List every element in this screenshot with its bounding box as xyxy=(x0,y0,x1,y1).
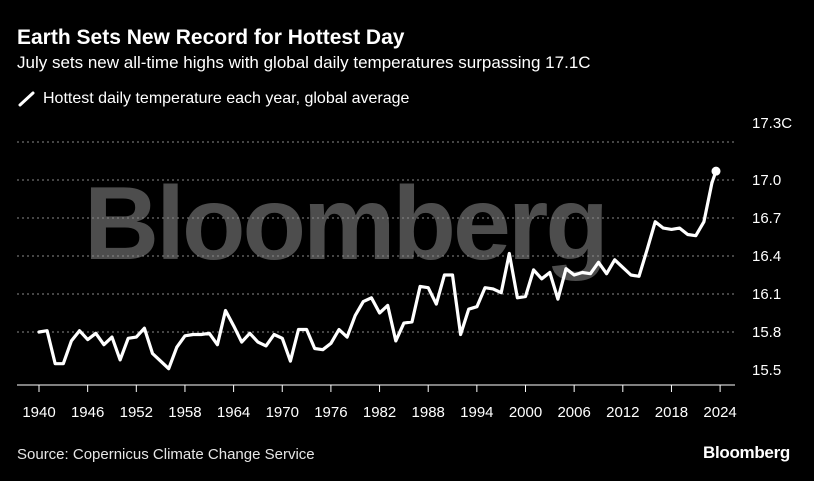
x-tick-label: 1988 xyxy=(412,404,445,421)
bloomberg-logo: Bloomberg xyxy=(702,443,790,462)
x-axis: 1940 1946 1952 1958 1964 1970 1976 1982 1988 1994… xyxy=(22,385,737,421)
x-tick-label: 2018 xyxy=(655,404,688,421)
y-tick-label: 15.8 xyxy=(752,324,781,341)
line-chart: 15.515.816.116.416.717.017.3C 1940 1946 19… xyxy=(17,115,792,421)
y-tick-label: 16.1 xyxy=(752,286,781,303)
legend-line-icon xyxy=(18,91,35,107)
legend-label: Hottest daily temperature each year, glo… xyxy=(43,90,410,107)
x-tick-label: 1946 xyxy=(71,404,104,421)
x-tick-label: 1976 xyxy=(314,404,347,421)
x-tick-label: 1982 xyxy=(363,404,396,421)
y-tick-label: 17.3C xyxy=(752,115,792,132)
x-tick-label: 1970 xyxy=(266,404,299,421)
y-tick-label: 16.7 xyxy=(752,210,781,227)
y-tick-label: 17.0 xyxy=(752,172,781,189)
x-tick-label: 1952 xyxy=(120,404,153,421)
chart-subtitle: July sets new all-time highs with global… xyxy=(17,53,591,72)
x-tick-label: 1964 xyxy=(217,404,250,421)
x-tick-label: 1994 xyxy=(460,404,493,421)
x-tick-label: 2024 xyxy=(703,404,736,421)
x-tick-label: 2006 xyxy=(557,404,590,421)
x-tick-label: 2000 xyxy=(509,404,542,421)
y-tick-label: 15.5 xyxy=(752,362,781,379)
x-tick-label: 1940 xyxy=(22,404,55,421)
x-tick-label: 1958 xyxy=(168,404,201,421)
x-tick-label: 2012 xyxy=(606,404,639,421)
source-note: Source: Copernicus Climate Change Servic… xyxy=(17,446,315,463)
end-point-marker xyxy=(711,166,721,176)
y-tick-label: 16.4 xyxy=(752,248,781,265)
chart-title: Earth Sets New Record for Hottest Day xyxy=(17,26,405,49)
legend: Hottest daily temperature each year, glo… xyxy=(17,89,409,109)
series-line xyxy=(37,180,714,371)
series-layer xyxy=(37,166,721,371)
y-axis: 15.5 15.8 16.1 16.4 16.7 17.0 17.3C xyxy=(752,115,792,379)
